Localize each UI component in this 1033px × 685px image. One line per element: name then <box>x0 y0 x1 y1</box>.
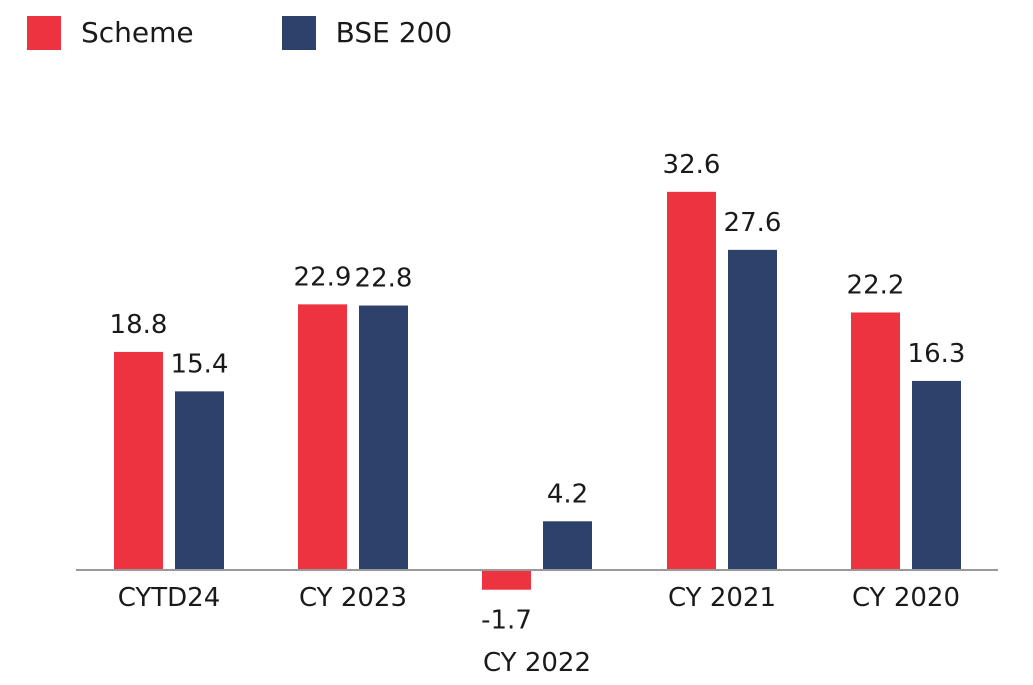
data-label-bse-200-cytd24: 15.4 <box>171 349 229 379</box>
data-label-bse-200-cy-2022: 4.2 <box>547 479 588 509</box>
x-tick-label-cy-2020: CY 2020 <box>852 583 960 613</box>
legend-swatch-bse-200 <box>281 16 316 50</box>
data-label-scheme-cy-2023: 22.9 <box>294 262 352 292</box>
legend-item-scheme: Scheme <box>27 16 194 50</box>
data-label-scheme-cy-2020: 22.2 <box>847 270 905 300</box>
data-label-scheme-cytd24: 18.8 <box>110 310 168 340</box>
bar-bse-200-cytd24 <box>175 391 224 570</box>
bar-scheme-cy-2023 <box>298 304 347 570</box>
bar-bse-200-cy-2023 <box>359 305 408 570</box>
data-label-scheme-cy-2021: 32.6 <box>663 150 721 180</box>
data-label-bse-200-cy-2020: 16.3 <box>908 339 966 369</box>
x-tick-label-cy-2021: CY 2021 <box>668 583 776 613</box>
bar-bse-200-cy-2020 <box>912 380 961 570</box>
bar-scheme-cytd24 <box>114 351 163 570</box>
bar-bse-200-cy-2022 <box>543 521 592 570</box>
bar-scheme-cy-2020 <box>851 312 900 570</box>
data-label-bse-200-cy-2021: 27.6 <box>724 208 782 238</box>
labels-group: 18.815.4 CYTD24 22.9 22.8 CY 2023 -1.7 4.2 CY 2… <box>110 150 966 678</box>
x-tick-label-cy-2023: CY 2023 <box>299 583 407 613</box>
legend-swatch-scheme <box>27 16 61 50</box>
legend: Scheme BSE 200 <box>27 16 540 50</box>
data-label-bse-200-cy-2023: 22.8 <box>355 264 413 294</box>
bars-group <box>114 191 961 590</box>
x-tick-label-cytd24: CYTD24 <box>118 583 221 613</box>
legend-label-bse-200: BSE 200 <box>335 16 453 49</box>
bar-scheme-cy-2021 <box>667 191 716 570</box>
x-tick-label-cy-2022: CY 2022 <box>483 648 591 678</box>
legend-item-bse-200: BSE 200 <box>281 16 453 50</box>
bar-scheme-cy-2022 <box>482 570 531 590</box>
legend-label-scheme: Scheme <box>81 16 194 49</box>
bar-bse-200-cy-2021 <box>728 249 777 570</box>
data-label-scheme-cy-2022: -1.7 <box>481 606 532 636</box>
